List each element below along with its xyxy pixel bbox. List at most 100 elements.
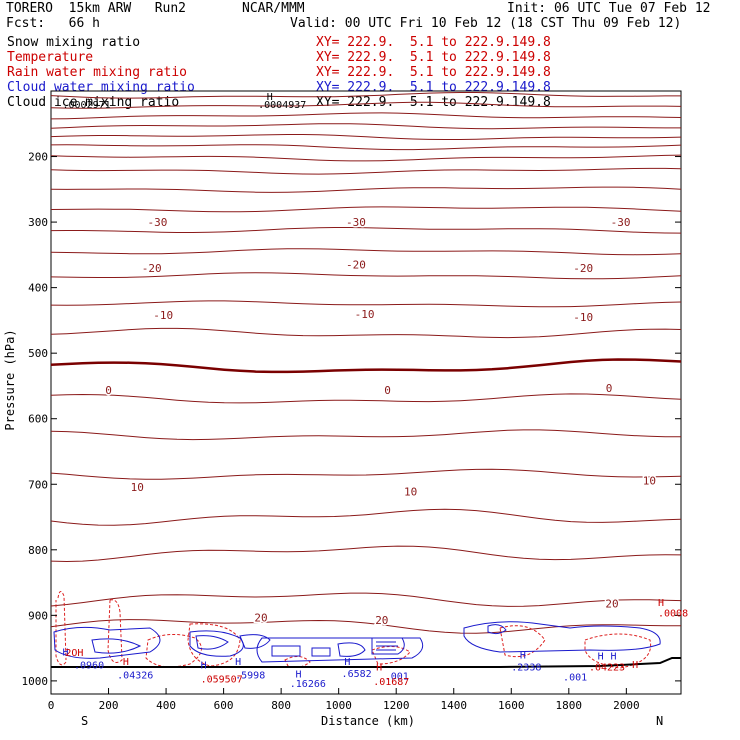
temperature-contour	[50, 508, 682, 526]
contour-label: -30	[346, 216, 366, 229]
rain-contour	[584, 633, 652, 669]
extremum-label: H	[658, 598, 664, 609]
extremum-label: H	[123, 657, 129, 668]
temperature-contour	[50, 123, 681, 130]
temperature-contour	[50, 393, 682, 404]
extremum-label: .059507	[201, 674, 243, 685]
rain-contour	[145, 634, 202, 668]
temperature-contours	[50, 92, 682, 634]
north-end-label: N	[656, 714, 663, 728]
extremum-label: H	[296, 670, 302, 681]
temperature-contour	[50, 112, 682, 120]
y-tick-label: 800	[28, 544, 48, 557]
rain-contour	[187, 623, 241, 667]
extremum-label: .0004937	[258, 100, 306, 111]
extremum-label: H	[611, 651, 617, 662]
extremum-label: .5998	[235, 670, 265, 681]
contour-label: 20	[375, 614, 388, 627]
contour-label: 20	[605, 598, 618, 611]
temperature-contour	[50, 272, 682, 280]
extremum-label: .001	[385, 672, 409, 683]
extremum-label: H	[598, 651, 604, 662]
contour-label: -30	[611, 216, 631, 229]
contour-label: -30	[148, 216, 168, 229]
y-tick-label: 1000	[22, 675, 49, 688]
contour-label: 10	[643, 474, 656, 487]
cloud-water-contour	[91, 638, 142, 654]
x-tick-label: 2000	[613, 699, 640, 712]
hydrometeor-contours	[51, 591, 681, 669]
ground-line	[51, 657, 681, 668]
extremum-label: H	[235, 657, 241, 668]
extremum-label: H	[201, 661, 207, 672]
y-tick-label: 700	[28, 478, 48, 491]
extremum-label: .6582	[342, 669, 372, 680]
cloud-water-contour	[189, 630, 244, 657]
extremum-label: .0002971	[63, 100, 111, 111]
legend-temperature: Temperature	[7, 50, 94, 65]
temperature-contour	[50, 154, 682, 162]
extremum-label: H	[63, 647, 69, 658]
y-tick-label: 900	[28, 609, 48, 622]
south-end-label: S	[81, 714, 88, 728]
temperature-contour	[50, 101, 682, 109]
extremum-label: 2OH	[65, 648, 83, 659]
contour-labels: -30 -30 -30 -20 -20 -20 -10 -10 -10 0 0 0 10 10 10 20 20…	[63, 92, 689, 690]
y-tick-label: 300	[28, 216, 48, 229]
temperature-contour	[50, 186, 682, 193]
rain-contour	[107, 599, 123, 663]
extremum-label: .04223	[589, 662, 625, 673]
y-tick-label: 500	[28, 347, 48, 360]
contour-label: 10	[131, 481, 144, 494]
x-tick-label: 400	[156, 699, 176, 712]
cloud-water-contour	[337, 642, 366, 657]
cloud-water-contour	[271, 645, 301, 657]
cloud-water-contour	[239, 634, 271, 649]
extremum-label: .2338	[511, 662, 541, 673]
temperature-contour	[50, 248, 682, 256]
x-tick-label: 1200	[383, 699, 410, 712]
extremum-label: .01687	[373, 677, 409, 688]
x-tick-label: 800	[271, 699, 291, 712]
rain-contour	[55, 591, 67, 666]
cloud-water-contour	[371, 637, 405, 655]
extremum-label: .0960	[74, 661, 104, 672]
cloud-water-contour	[487, 624, 507, 635]
contour-label: -10	[153, 309, 173, 322]
cloud-water-contour	[256, 637, 424, 663]
extremum-label: H	[376, 662, 382, 673]
x-tick-label: 0	[48, 699, 55, 712]
contour-label: -10	[573, 311, 593, 324]
extremum-label: .04326	[117, 670, 153, 681]
x-tick-label: 1000	[325, 699, 352, 712]
x-tick-label: 600	[214, 699, 234, 712]
temperature-contour	[50, 167, 682, 175]
extremum-label: H	[520, 651, 526, 662]
legend-temperature-xy: XY= 222.9. 5.1 to 222.9.149.8	[316, 50, 551, 65]
cloud-water-contour	[53, 626, 161, 659]
legend-snow: Snow mixing ratio	[7, 35, 141, 50]
y-axis-title: Pressure (hPa)	[3, 329, 17, 430]
legend-cloud-ice: Cloud ice mixing ratio	[7, 95, 180, 110]
contour-label: -20	[346, 259, 366, 272]
temperature-contour	[50, 327, 682, 339]
legend-snow-xy: XY= 222.9. 5.1 to 222.9.149.8	[316, 35, 551, 50]
extremum-label: H	[267, 92, 273, 103]
rain-contour	[499, 625, 546, 658]
rain-contour	[371, 646, 411, 665]
contour-label: -20	[142, 262, 162, 275]
cloud-water-contour	[463, 621, 661, 653]
contour-label: -10	[355, 308, 375, 321]
init-time: Init: 06 UTC Tue 07 Feb 12	[507, 1, 711, 16]
temperature-contour	[50, 358, 682, 374]
organization-label: NCAR/MMM	[242, 1, 305, 16]
forecast-hour: Fcst: 66 h	[6, 16, 100, 31]
temperature-contour	[50, 619, 681, 634]
y-tick-label: 200	[28, 151, 48, 164]
temperature-contour	[50, 468, 682, 480]
contour-label: 20	[254, 611, 267, 624]
temperature-contour	[50, 134, 682, 140]
cloud-water-contour	[311, 647, 331, 657]
